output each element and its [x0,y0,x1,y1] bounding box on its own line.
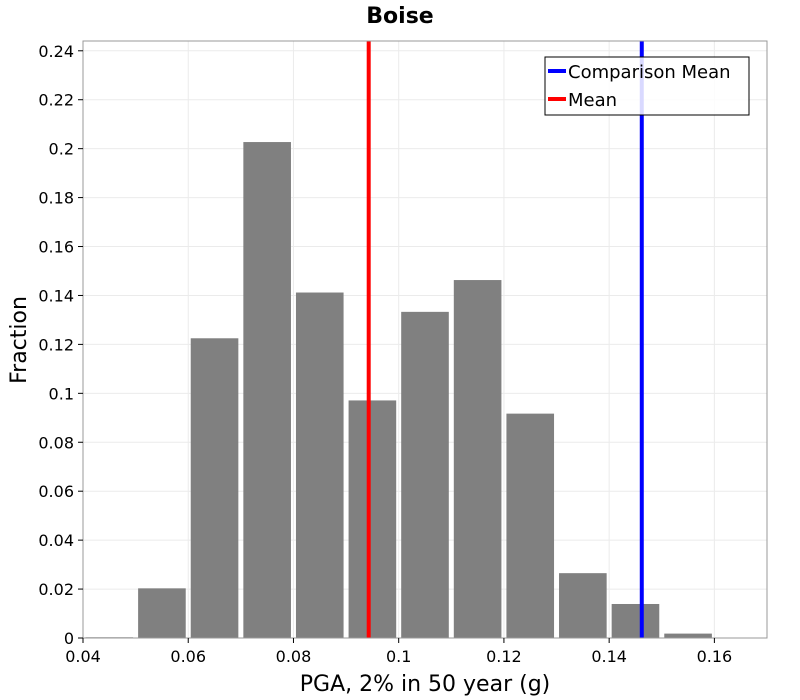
histogram-bar [348,400,397,638]
y-tick-label: 0.04 [38,531,74,550]
histogram-bar [559,573,607,638]
x-tick-label: 0.12 [486,647,522,666]
mean-lines-layer [366,41,644,638]
histogram-bar [611,603,660,638]
x-tick-label: 0.1 [386,647,411,666]
bar-layer [85,142,765,638]
histogram-bar [190,338,239,638]
x-tick-label: 0.14 [591,647,627,666]
histogram-bar [295,292,344,638]
legend-box [544,56,750,116]
y-tick-label: 0.12 [38,335,74,354]
plot-frame [82,40,768,639]
histogram-bar [401,311,449,638]
histogram-bar [664,633,712,638]
histogram-bar [138,588,186,638]
y-tick-label: 0.14 [38,286,74,305]
y-tick-label: 0.24 [38,42,74,61]
y-tick-label: 0.02 [38,580,74,599]
legend: Comparison Mean Mean [544,56,750,116]
y-tick-label: 0.22 [38,91,74,110]
chart-title: Boise [366,4,433,29]
legend-label-mean: Mean [568,90,617,111]
y-tick-label: 0.08 [38,433,74,452]
x-axis-label: PGA, 2% in 50 year (g) [300,672,551,697]
x-tick-label: 0.06 [170,647,206,666]
tick-layer: 0.04 0.06 0.08 0.1 0.12 0.14 0.16 0 0.02 0.04 0.06… [38,42,732,666]
histogram-bar [453,280,502,638]
histogram-bar [243,142,291,638]
x-tick-label: 0.16 [697,647,733,666]
x-tick-label: 0.04 [65,647,101,666]
histogram-bar [506,413,555,638]
legend-label-comparison-mean: Comparison Mean [568,62,731,83]
y-axis-label: Fraction [7,296,32,384]
y-tick-label: 0 [64,629,74,648]
y-tick-label: 0.06 [38,482,74,501]
y-tick-label: 0.18 [38,189,74,208]
y-tick-label: 0.16 [38,238,74,257]
x-tick-label: 0.08 [276,647,312,666]
y-tick-label: 0.2 [49,140,74,159]
y-tick-label: 0.1 [49,384,74,403]
